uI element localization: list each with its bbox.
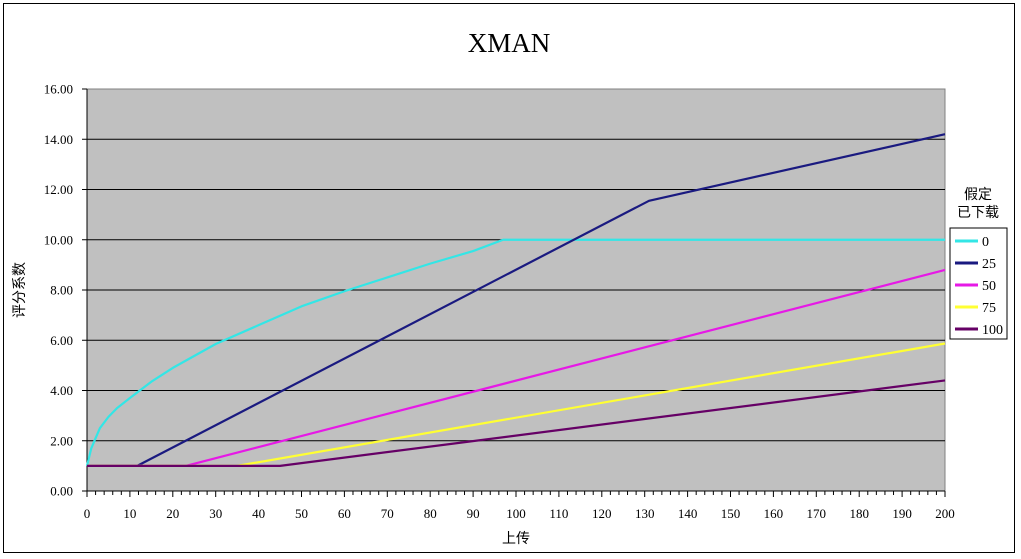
legend-label-100: 100 — [982, 323, 1003, 338]
x-tick-label: 10 — [123, 506, 136, 521]
series-lines — [85, 133, 946, 467]
x-tick-label: 40 — [252, 506, 265, 521]
legend: 假定 已下载 0 25 50 75 100 — [949, 187, 1008, 340]
y-tick-label: 10.00 — [44, 232, 73, 247]
x-tick-label: 80 — [424, 506, 437, 521]
series-line-100 — [87, 379, 946, 467]
x-tick-label: 180 — [849, 506, 869, 521]
x-tick-label: 90 — [467, 506, 480, 521]
legend-items: 0 25 50 75 100 — [955, 235, 1003, 338]
x-tick-label: 200 — [935, 506, 955, 521]
x-tick-label: 70 — [381, 506, 394, 521]
y-tick-label: 12.00 — [44, 182, 73, 197]
x-tick-labels: 0 10 20 30 40 50 60 70 80 90 100 110 120 130 140 150 160… — [84, 506, 955, 521]
y-tick-label: 2.00 — [50, 433, 73, 448]
y-tick-label: 6.00 — [50, 333, 73, 348]
legend-label-0: 0 — [982, 235, 989, 250]
y-tick-label: 16.00 — [44, 82, 73, 97]
y-tick-label: 0.00 — [50, 484, 73, 499]
x-tick-label: 60 — [338, 506, 351, 521]
y-tick-label: 4.00 — [50, 383, 73, 398]
x-axis-title: 上传 — [502, 531, 530, 547]
x-tick-label: 130 — [635, 506, 655, 521]
chart-title: XMAN — [468, 28, 551, 58]
y-tick-label: 14.00 — [44, 132, 73, 147]
x-tick-label: 190 — [892, 506, 912, 521]
legend-title-line-2: 已下载 — [957, 205, 999, 221]
y-tick-labels: 0.00 2.00 4.00 6.00 8.00 10.00 12.00 14.00 16.00 — [44, 82, 73, 499]
y-axis-title: 评分系数 — [12, 262, 28, 318]
x-tick-label: 150 — [721, 506, 741, 521]
legend-label-50: 50 — [982, 279, 996, 294]
x-tick-label: 50 — [295, 506, 308, 521]
x-tick-label: 120 — [592, 506, 612, 521]
x-tick-label: 110 — [549, 506, 568, 521]
x-tick-label: 140 — [678, 506, 698, 521]
x-tick-label: 100 — [506, 506, 526, 521]
x-tick-label: 170 — [807, 506, 827, 521]
axes — [82, 88, 946, 497]
y-tick-label: 8.00 — [50, 283, 73, 298]
x-tick-label: 160 — [764, 506, 784, 521]
x-tick-label: 20 — [166, 506, 179, 521]
legend-title-line-1: 假定 — [964, 187, 992, 203]
x-tick-label: 0 — [84, 506, 91, 521]
legend-label-25: 25 — [982, 257, 996, 272]
series-line-0 — [85, 238, 945, 467]
x-tick-label: 30 — [209, 506, 222, 521]
legend-label-75: 75 — [982, 301, 996, 316]
